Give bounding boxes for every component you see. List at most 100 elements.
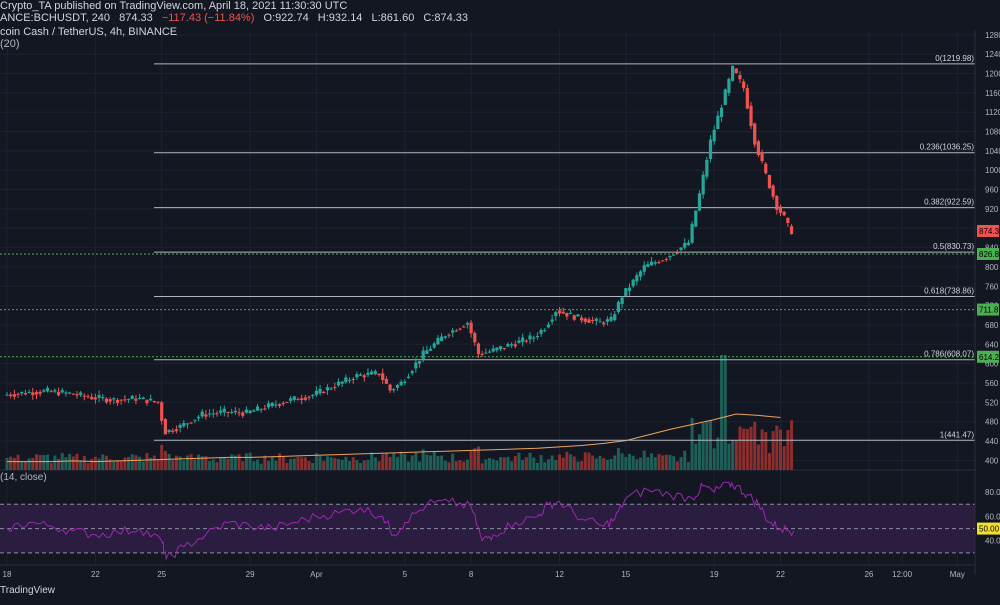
candle-body[interactable] <box>627 287 632 292</box>
candle-body[interactable] <box>521 337 525 342</box>
candle-body[interactable] <box>487 351 492 353</box>
candle-body[interactable] <box>241 412 245 416</box>
candle-body[interactable] <box>731 65 735 81</box>
candle-body[interactable] <box>68 392 72 394</box>
candle-body[interactable] <box>657 262 661 264</box>
candle-body[interactable] <box>591 320 595 322</box>
candle-body[interactable] <box>49 391 53 393</box>
candle-body[interactable] <box>347 380 352 382</box>
candle-body[interactable] <box>193 419 197 421</box>
candle-body[interactable] <box>535 336 539 338</box>
candle-body[interactable] <box>160 402 164 421</box>
candle-body[interactable] <box>447 334 451 336</box>
candle-body[interactable] <box>9 394 13 396</box>
candle-body[interactable] <box>631 279 635 287</box>
candle-body[interactable] <box>5 394 9 396</box>
candle-body[interactable] <box>196 416 201 419</box>
candle-body[interactable] <box>649 261 654 266</box>
candle-body[interactable] <box>359 374 363 376</box>
candle-body[interactable] <box>27 391 31 393</box>
candle-body[interactable] <box>318 388 322 394</box>
candle-body[interactable] <box>108 399 112 402</box>
candle-body[interactable] <box>778 206 783 213</box>
candle-body[interactable] <box>185 423 190 425</box>
candle-body[interactable] <box>690 223 694 243</box>
candle-body[interactable] <box>307 396 311 398</box>
candle-body[interactable] <box>749 105 753 126</box>
candle-body[interactable] <box>126 399 131 401</box>
candle-body[interactable] <box>366 372 370 375</box>
candle-body[interactable] <box>255 406 260 411</box>
candle-body[interactable] <box>20 391 24 394</box>
candle-body[interactable] <box>697 193 702 211</box>
candle-body[interactable] <box>502 347 506 349</box>
candle-body[interactable] <box>384 378 388 384</box>
candle-body[interactable] <box>395 384 400 388</box>
candle-body[interactable] <box>56 391 61 396</box>
candle-body[interactable] <box>289 398 293 401</box>
candle-body[interactable] <box>421 350 425 359</box>
candle-body[interactable] <box>428 348 433 351</box>
candle-body[interactable] <box>613 314 617 321</box>
candle-body[interactable] <box>119 399 123 401</box>
candle-body[interactable] <box>329 388 333 390</box>
candle-body[interactable] <box>609 316 613 321</box>
candle-body[interactable] <box>510 344 514 346</box>
candle-body[interactable] <box>274 404 278 406</box>
candle-body[interactable] <box>237 412 241 414</box>
candle-body[interactable] <box>270 402 274 407</box>
candle-body[interactable] <box>226 411 230 413</box>
candle-body[interactable] <box>344 377 348 383</box>
candle-body[interactable] <box>767 175 772 189</box>
candle-body[interactable] <box>543 330 547 332</box>
candle-body[interactable] <box>517 340 521 344</box>
candle-body[interactable] <box>182 423 186 427</box>
candle-body[interactable] <box>38 391 42 394</box>
candle-body[interactable] <box>550 319 554 322</box>
candle-body[interactable] <box>414 362 418 369</box>
candle-body[interactable] <box>90 396 94 400</box>
candle-body[interactable] <box>789 226 794 235</box>
candle-body[interactable] <box>406 376 411 379</box>
candle-body[interactable] <box>602 322 606 325</box>
candle-body[interactable] <box>557 310 562 314</box>
candle-body[interactable] <box>138 397 142 399</box>
candle-body[interactable] <box>145 399 149 404</box>
candle-body[interactable] <box>82 395 86 397</box>
candle-body[interactable] <box>314 390 318 396</box>
candle-body[interactable] <box>742 81 746 89</box>
candles[interactable] <box>5 65 794 435</box>
candle-body[interactable] <box>248 410 252 413</box>
candle-body[interactable] <box>587 319 591 323</box>
candle-body[interactable] <box>259 409 263 411</box>
candle-body[interactable] <box>513 344 517 347</box>
candle-body[interactable] <box>753 123 757 145</box>
candle-body[interactable] <box>93 397 97 400</box>
candle-body[interactable] <box>554 312 558 317</box>
candle-body[interactable] <box>565 312 569 317</box>
candle-body[interactable] <box>712 129 716 142</box>
candle-body[interactable] <box>266 403 271 408</box>
candle-body[interactable] <box>495 347 499 351</box>
candle-body[interactable] <box>756 141 760 156</box>
candle-body[interactable] <box>97 395 101 398</box>
candle-body[interactable] <box>322 391 326 394</box>
candle-body[interactable] <box>410 371 414 374</box>
candle-body[interactable] <box>451 330 455 333</box>
candle-body[interactable] <box>583 318 587 322</box>
candle-body[interactable] <box>263 408 267 410</box>
candle-body[interactable] <box>123 399 127 401</box>
candle-body[interactable] <box>491 348 495 352</box>
candle-body[interactable] <box>432 343 436 348</box>
candle-body[interactable] <box>215 413 219 415</box>
candle-body[interactable] <box>141 397 145 400</box>
candle-body[interactable] <box>642 265 646 272</box>
candle-body[interactable] <box>506 343 510 347</box>
candle-body[interactable] <box>388 384 392 391</box>
candle-body[interactable] <box>738 75 742 80</box>
candle-body[interactable] <box>436 338 440 345</box>
candle-body[interactable] <box>60 390 64 393</box>
candle-body[interactable] <box>745 88 749 109</box>
candle-body[interactable] <box>598 321 602 323</box>
